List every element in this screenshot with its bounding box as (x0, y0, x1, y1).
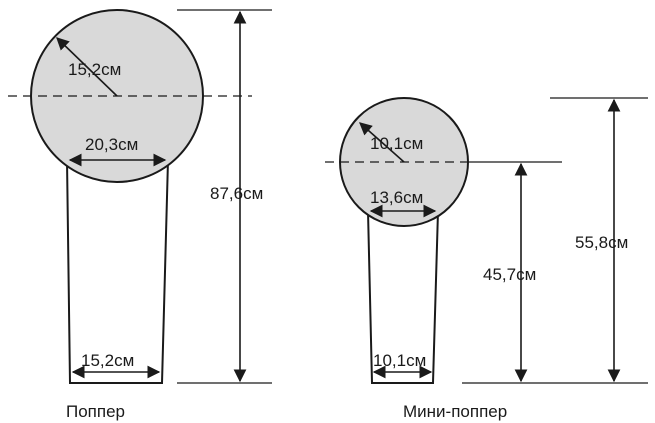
mini-popper-radius-label: 10,1см (370, 134, 423, 153)
mini-popper-radius-arrow (359, 122, 405, 163)
popper-body (65, 159, 170, 384)
popper-caption: Поппер (66, 402, 125, 421)
popper-neck-width-label: 20,3см (85, 135, 138, 154)
mini-popper-center-height-label: 45,7см (483, 265, 536, 284)
popper-base-width-label: 15,2см (81, 351, 134, 370)
popper-radius-arrow (56, 37, 118, 97)
mini-popper-total-height-label: 55,8см (575, 233, 628, 252)
mini-popper-base-width-label: 10,1см (373, 351, 426, 370)
mini-popper-figure: 10,1см 13,6см 10,1см 45,7см 55,8см Мини-… (325, 97, 648, 421)
mini-popper-caption: Мини-поппер (403, 402, 507, 421)
mini-popper-neck-width-label: 13,6см (370, 188, 423, 207)
popper-figure: 15,2см 20,3см 15,2см 87,6см Поппер (8, 9, 272, 421)
popper-radius-label: 15,2см (68, 60, 121, 79)
popper-total-height-label: 87,6см (210, 184, 263, 203)
